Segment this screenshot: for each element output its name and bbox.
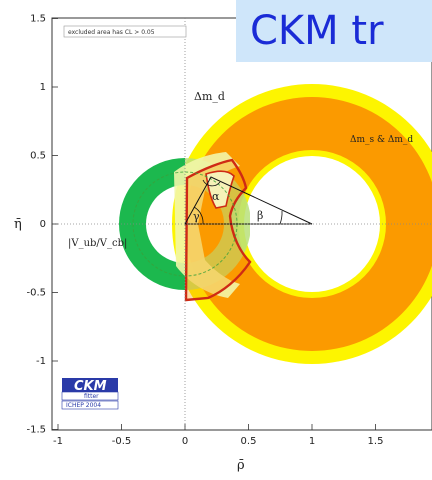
x-tick-label: -0.5 bbox=[112, 436, 132, 447]
label-beta: β bbox=[257, 209, 263, 222]
x-tick-label: 0 bbox=[182, 436, 188, 447]
vub-band bbox=[100, 150, 185, 300]
fit-contour-inner bbox=[205, 170, 235, 209]
legend-note: excluded area has CL > 0.05 bbox=[68, 29, 155, 36]
gamma-arc bbox=[193, 206, 204, 225]
page-title: CKM tr bbox=[250, 8, 384, 54]
y-axis-label: η̄ bbox=[14, 217, 22, 232]
y-tick-label: 0 bbox=[40, 219, 46, 230]
ckmfitter-logo: CKM fitter ICHEP 2004 bbox=[61, 378, 119, 410]
label-dmd: Δm_d bbox=[194, 90, 225, 103]
y-tick-label: 1 bbox=[40, 82, 46, 93]
x-tick-label: 1.5 bbox=[368, 436, 384, 447]
y-tick-label: -1.5 bbox=[26, 425, 46, 436]
svg-text:ICHEP 2004: ICHEP 2004 bbox=[66, 402, 101, 409]
x-axis-label: ρ̄ bbox=[237, 458, 245, 473]
y-tick-label: 0.5 bbox=[30, 151, 46, 162]
eps-band bbox=[174, 152, 240, 298]
y-tick-label: 1.5 bbox=[30, 14, 46, 25]
svg-text:fitter: fitter bbox=[84, 393, 99, 400]
x-tick-label: -1 bbox=[53, 436, 63, 447]
label-gamma: γ bbox=[193, 210, 200, 223]
x-tick-label: 1 bbox=[309, 436, 315, 447]
legend-note-box bbox=[63, 25, 187, 38]
label-vub: |V_ub/V_cb| bbox=[68, 238, 127, 249]
label-alpha: α bbox=[212, 190, 220, 203]
title-banner: CKM tr bbox=[236, 0, 432, 62]
unitarity-triangle bbox=[184, 176, 313, 225]
svg-text:CKM: CKM bbox=[74, 379, 107, 394]
x-tick-label: 0.5 bbox=[241, 436, 257, 447]
x-axis-ticks: -1 -0.5 0 0.5 1 1.5 bbox=[53, 424, 383, 447]
y-axis-ticks: -1.5 -1 -0.5 0 0.5 1 1.5 bbox=[26, 14, 58, 436]
alpha-arc bbox=[202, 179, 221, 187]
y-tick-label: -0.5 bbox=[26, 288, 46, 299]
y-tick-label: -1 bbox=[36, 356, 46, 367]
label-dms: Δm_s & Δm_d bbox=[350, 135, 413, 145]
